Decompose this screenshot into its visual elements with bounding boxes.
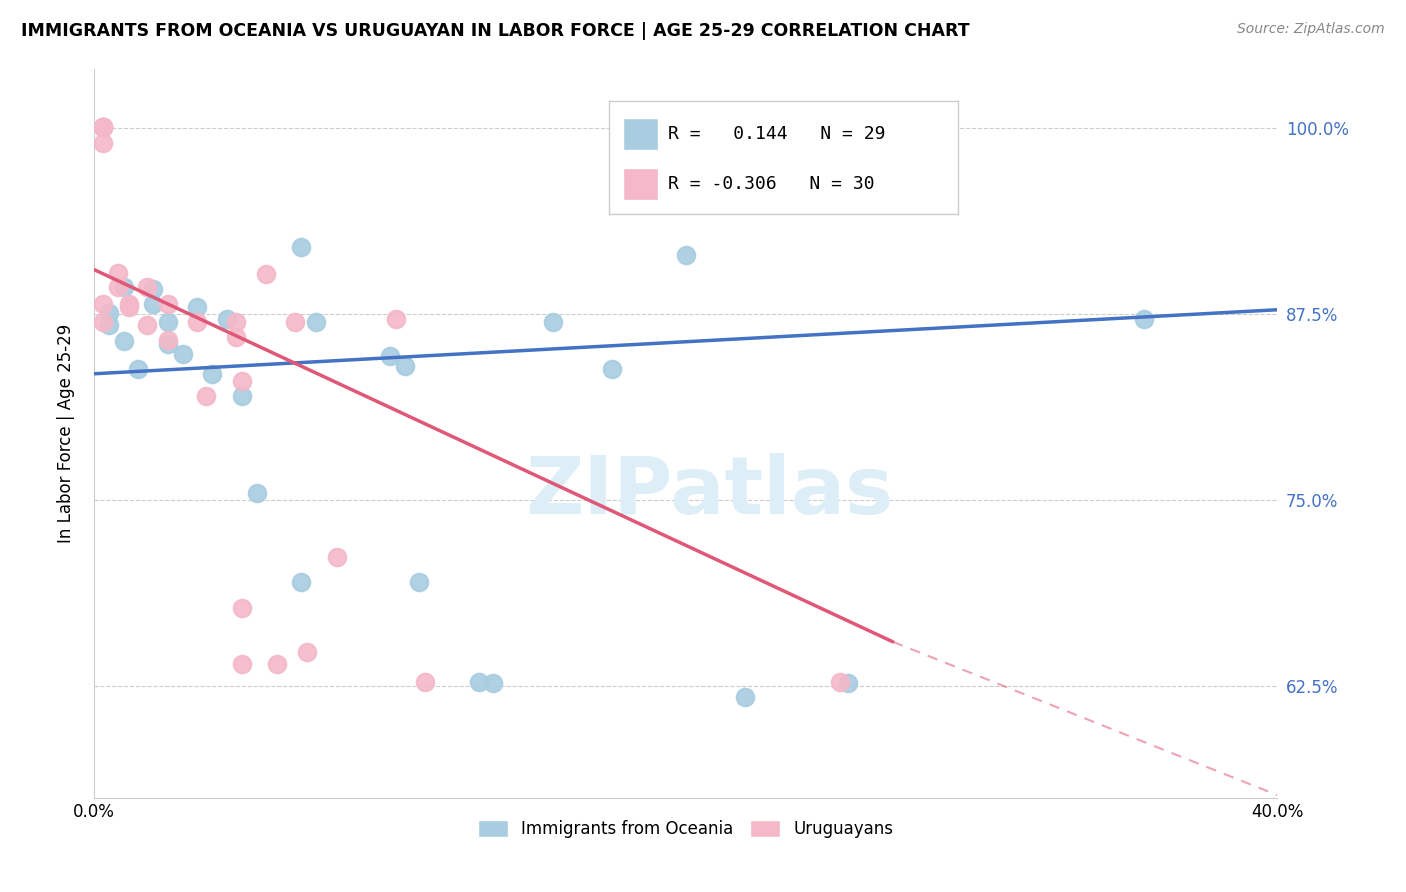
Point <box>97 318 120 332</box>
Point <box>225 329 247 343</box>
Text: IMMIGRANTS FROM OCEANIA VS URUGUAYAN IN LABOR FORCE | AGE 25-29 CORRELATION CHAR: IMMIGRANTS FROM OCEANIA VS URUGUAYAN IN … <box>21 22 970 40</box>
Point <box>107 280 129 294</box>
Y-axis label: In Labor Force | Age 25-29: In Labor Force | Age 25-29 <box>58 324 75 543</box>
Point <box>675 247 697 261</box>
Point <box>231 657 253 672</box>
Point <box>254 267 277 281</box>
Point <box>172 347 194 361</box>
Point <box>201 367 224 381</box>
Point <box>305 315 328 329</box>
Point <box>295 645 318 659</box>
Point <box>225 315 247 329</box>
Point <box>91 120 114 134</box>
Point <box>186 315 208 329</box>
Point <box>107 266 129 280</box>
Point <box>186 300 208 314</box>
Point <box>136 280 159 294</box>
Point <box>97 306 120 320</box>
Point <box>112 280 135 294</box>
Point <box>600 362 623 376</box>
Text: Source: ZipAtlas.com: Source: ZipAtlas.com <box>1237 22 1385 37</box>
Point <box>231 389 253 403</box>
Point <box>284 315 307 329</box>
Point <box>290 240 312 254</box>
Point <box>378 349 401 363</box>
Point <box>246 486 269 500</box>
Point <box>91 120 114 134</box>
Point <box>266 657 288 672</box>
Text: ZIPatlas: ZIPatlas <box>526 453 893 531</box>
Legend: Immigrants from Oceania, Uruguayans: Immigrants from Oceania, Uruguayans <box>471 813 900 845</box>
Point <box>91 136 114 150</box>
Point <box>290 575 312 590</box>
Point <box>118 297 141 311</box>
Point <box>231 374 253 388</box>
Point <box>91 120 114 134</box>
Point <box>482 676 505 690</box>
Point <box>156 297 179 311</box>
Point <box>734 690 756 704</box>
Point <box>415 675 437 690</box>
Point <box>467 675 489 690</box>
Point <box>828 675 851 690</box>
Point <box>394 359 416 374</box>
Point <box>195 389 218 403</box>
Point <box>91 315 114 329</box>
Point <box>156 315 179 329</box>
Point <box>127 362 149 376</box>
Point <box>91 297 114 311</box>
Point <box>112 334 135 348</box>
Point <box>325 549 347 564</box>
Point <box>142 297 165 311</box>
Point <box>156 337 179 351</box>
Point <box>231 600 253 615</box>
Point <box>118 300 141 314</box>
Point <box>1133 311 1156 326</box>
Point <box>136 318 159 332</box>
Point <box>156 333 179 347</box>
Point <box>142 282 165 296</box>
Point <box>217 311 239 326</box>
Point <box>541 315 564 329</box>
Point <box>837 676 859 690</box>
Point <box>384 311 406 326</box>
Point <box>408 575 430 590</box>
Point <box>91 120 114 134</box>
